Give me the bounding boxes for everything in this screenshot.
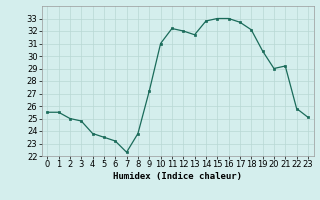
X-axis label: Humidex (Indice chaleur): Humidex (Indice chaleur) [113, 172, 242, 181]
